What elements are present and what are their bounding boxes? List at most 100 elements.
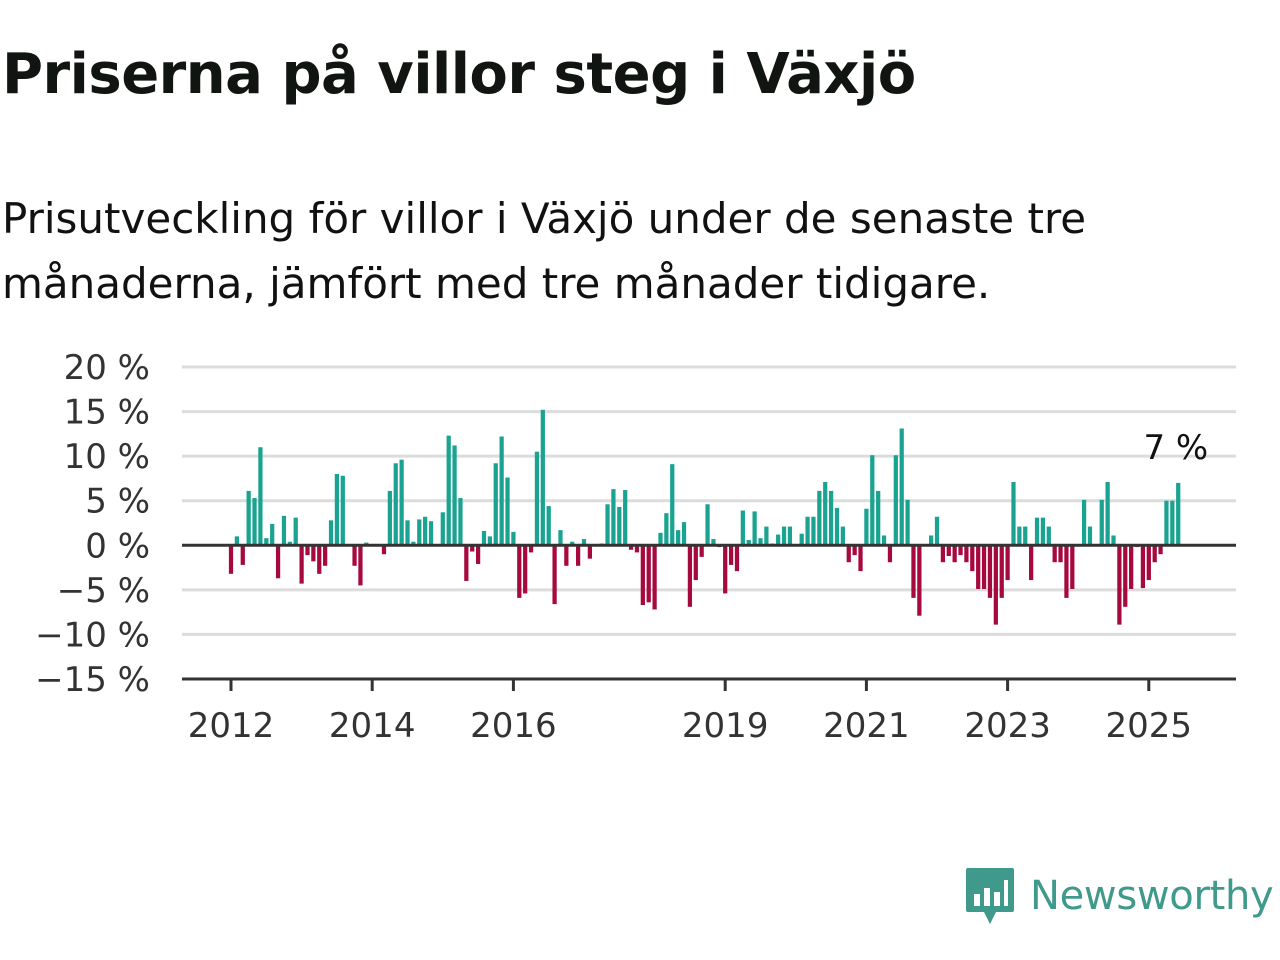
bar bbox=[1005, 545, 1010, 581]
annotations: 7 % bbox=[1143, 428, 1208, 468]
bar bbox=[423, 516, 428, 546]
bar bbox=[681, 522, 687, 546]
bar bbox=[493, 463, 498, 546]
bar bbox=[358, 545, 363, 586]
bar bbox=[540, 409, 545, 546]
bar bbox=[475, 545, 481, 565]
bar bbox=[1146, 545, 1151, 581]
bar bbox=[523, 545, 528, 594]
bar bbox=[317, 545, 322, 574]
bar bbox=[876, 490, 881, 546]
bar bbox=[870, 455, 875, 546]
newsworthy-logo-icon bbox=[966, 868, 1014, 924]
bar bbox=[817, 490, 822, 546]
bar bbox=[299, 545, 304, 584]
y-tick-label: 0 % bbox=[85, 526, 150, 566]
bar bbox=[564, 545, 569, 566]
bar bbox=[323, 545, 328, 566]
bar bbox=[705, 504, 710, 546]
bar bbox=[893, 455, 898, 546]
bar bbox=[511, 531, 516, 546]
bar bbox=[728, 545, 734, 565]
bar bbox=[752, 511, 757, 546]
bar bbox=[640, 545, 645, 606]
bar bbox=[976, 545, 981, 589]
bar bbox=[746, 539, 751, 546]
bar bbox=[1023, 526, 1028, 546]
chart-title: Priserna på villor steg i Växjö bbox=[2, 42, 916, 107]
bar bbox=[693, 545, 698, 581]
bar bbox=[776, 534, 781, 546]
bar bbox=[929, 535, 934, 546]
x-tick-label: 2012 bbox=[188, 706, 275, 746]
bar bbox=[1129, 545, 1134, 589]
bar bbox=[734, 545, 740, 572]
x-axis-labels: 2012 2014 2016 2019 2021 2023 2025 bbox=[188, 706, 1192, 746]
x-tick-label: 2019 bbox=[682, 706, 769, 746]
bar bbox=[464, 545, 469, 581]
bar bbox=[634, 545, 640, 553]
bar bbox=[281, 515, 287, 546]
bar bbox=[528, 545, 534, 553]
bar bbox=[534, 451, 540, 546]
bar bbox=[558, 530, 563, 546]
y-tick-label: 5 % bbox=[85, 482, 150, 522]
bar bbox=[381, 545, 387, 555]
bar bbox=[446, 435, 451, 546]
bar bbox=[934, 516, 940, 546]
bar bbox=[670, 464, 675, 546]
bar bbox=[1017, 526, 1022, 546]
bar bbox=[1105, 481, 1110, 546]
bar bbox=[1087, 526, 1093, 546]
bar bbox=[964, 545, 969, 563]
bar bbox=[487, 536, 492, 546]
bar bbox=[646, 545, 651, 603]
y-tick-label: 10 % bbox=[64, 437, 150, 477]
bar bbox=[899, 428, 904, 546]
bar bbox=[240, 545, 245, 565]
bar bbox=[1029, 545, 1034, 581]
x-tick-label: 2021 bbox=[823, 706, 910, 746]
bar bbox=[1070, 545, 1075, 589]
bar bbox=[570, 541, 575, 546]
bar bbox=[711, 539, 716, 546]
bar bbox=[952, 545, 957, 563]
y-tick-label: −10 % bbox=[35, 615, 150, 655]
bar bbox=[987, 545, 993, 598]
bar bbox=[246, 490, 251, 546]
bar bbox=[811, 516, 816, 546]
y-tick-label: 20 % bbox=[64, 348, 150, 388]
bar bbox=[287, 541, 292, 546]
bar bbox=[458, 498, 463, 546]
bar bbox=[1170, 500, 1175, 546]
bar bbox=[946, 545, 951, 556]
bar bbox=[293, 517, 298, 546]
bar bbox=[581, 539, 587, 546]
bar bbox=[258, 447, 263, 546]
bar bbox=[781, 526, 787, 546]
bar bbox=[1117, 545, 1122, 625]
bar bbox=[328, 520, 334, 546]
bars bbox=[228, 409, 1181, 625]
bar bbox=[275, 545, 281, 579]
bar bbox=[1140, 545, 1146, 589]
bar bbox=[576, 545, 581, 566]
bar bbox=[764, 526, 769, 546]
bar bbox=[664, 513, 669, 546]
bar bbox=[958, 545, 963, 556]
bar bbox=[405, 520, 410, 546]
bar bbox=[846, 545, 851, 563]
newsworthy-logo: Newsworthy bbox=[964, 866, 1274, 926]
bar bbox=[228, 545, 234, 574]
bar bbox=[481, 531, 487, 546]
bar bbox=[393, 463, 398, 546]
bar bbox=[993, 545, 998, 625]
bar bbox=[264, 538, 269, 546]
x-tick-label: 2016 bbox=[470, 706, 557, 746]
y-axis-labels: 20 % 15 %10 % 5 %0 % −5 %−10 % −15 % bbox=[35, 348, 150, 700]
bar bbox=[270, 523, 275, 546]
bar bbox=[552, 545, 557, 605]
bar bbox=[917, 545, 922, 616]
bar bbox=[940, 545, 946, 563]
